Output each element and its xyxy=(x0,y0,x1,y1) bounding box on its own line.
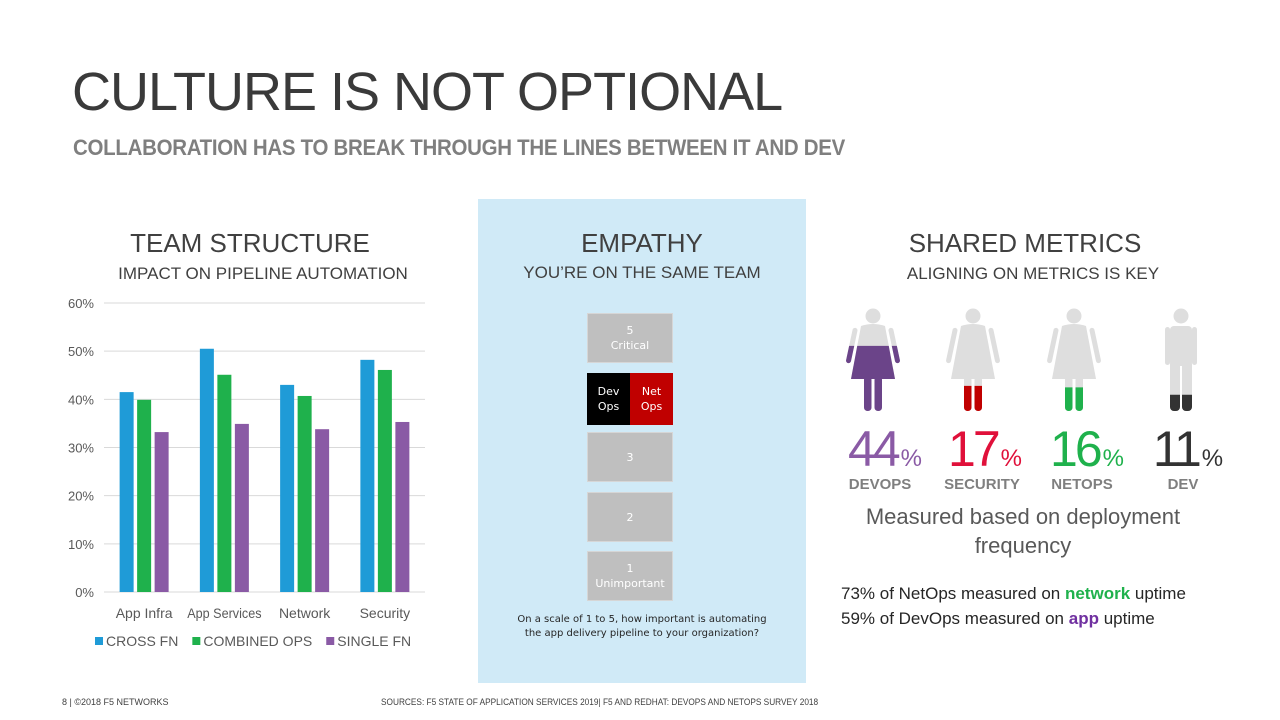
shared-metrics-subtitle: ALIGNING ON METRICS IS KEY xyxy=(906,264,1160,283)
metric-label-dev: DEV xyxy=(1167,476,1199,493)
percent-symbol: % xyxy=(1102,445,1124,472)
figure-fill-level xyxy=(1065,387,1083,411)
stat-devops: 59% of DevOps measured on app uptime xyxy=(841,609,1155,629)
bar-single-fn-app-infra xyxy=(154,432,169,592)
figure-fill-level xyxy=(846,345,900,411)
bar-cross-fn-network xyxy=(280,384,295,592)
stat-netops: 73% of NetOps measured on network uptime xyxy=(841,584,1186,604)
percent-symbol: % xyxy=(900,445,922,472)
stat-highlight: network xyxy=(1064,584,1131,603)
y-tick-label: 50% xyxy=(68,344,94,359)
scale-box-3: 3 xyxy=(587,432,673,482)
footer-sources: SOURCES: F5 STATE OF APPLICATION SERVICE… xyxy=(381,697,819,707)
devops-line2: Ops xyxy=(597,400,620,413)
survey-question: On a scale of 1 to 5, how important is a… xyxy=(517,614,767,639)
y-tick-label: 20% xyxy=(68,489,94,504)
netops-box: Net Ops xyxy=(630,373,673,425)
percent-devops: 44% xyxy=(838,424,932,474)
bar-combined-ops-app-infra xyxy=(137,399,152,592)
stat-suffix: uptime xyxy=(1130,584,1186,603)
metric-label-devops: DEVOPS xyxy=(848,476,912,493)
measured-note: Measured based on deployment frequency xyxy=(865,504,1181,558)
slide-subtitle: COLLABORATION HAS TO BREAK THROUGH THE L… xyxy=(73,135,846,160)
metric-label-netops: NETOPS xyxy=(1051,476,1113,493)
team-structure-title: TEAM STRUCTURE xyxy=(130,228,370,258)
x-tick-label: Network xyxy=(279,605,331,621)
x-tick-label: Security xyxy=(360,605,411,621)
team-box: Dev Ops Net Ops xyxy=(587,373,673,425)
shared-metrics-title: SHARED METRICS xyxy=(908,228,1142,258)
percent-value: 44 xyxy=(848,421,901,477)
y-tick-label: 0% xyxy=(75,585,94,600)
slide-title: CULTURE IS NOT OPTIONAL xyxy=(72,62,783,122)
percent-dev: 11% xyxy=(1140,424,1236,474)
bar-chart: 0% 10% 20% 30% 40% 50% 60% App Infra App Servic… xyxy=(68,296,425,649)
y-tick-label: 30% xyxy=(68,441,94,456)
scale-box-2: 2 xyxy=(587,492,673,542)
chart-bars xyxy=(119,348,410,592)
legend-swatch xyxy=(95,637,103,645)
stat-prefix: 59% of DevOps measured on xyxy=(841,609,1069,628)
chart-gridlines xyxy=(104,302,425,593)
x-tick-label: App Infra xyxy=(116,605,173,621)
percent-symbol: % xyxy=(1201,445,1224,472)
team-structure-subtitle: IMPACT ON PIPELINE AUTOMATION xyxy=(118,264,408,283)
legend-label: COMBINED OPS xyxy=(203,633,312,649)
male-icon xyxy=(1165,308,1197,411)
y-tick-label: 40% xyxy=(68,392,94,407)
metric-label-security: SECURITY xyxy=(944,476,1020,493)
stat-prefix: 73% of NetOps measured on xyxy=(841,584,1065,603)
bar-combined-ops-security xyxy=(377,369,392,592)
y-tick-label: 10% xyxy=(68,537,94,552)
chart-x-axis: App Infra App Services Network Security xyxy=(116,605,410,621)
scale-number: 2 xyxy=(626,510,634,524)
scale-label: Critical xyxy=(610,339,650,352)
bar-single-fn-security xyxy=(395,421,410,592)
bar-combined-ops-app-services xyxy=(217,374,232,592)
x-tick-label: App Services xyxy=(187,605,261,621)
scale-number: 1 xyxy=(626,562,634,575)
scale-number: 3 xyxy=(626,450,634,464)
female-icon xyxy=(1047,308,1101,411)
bar-cross-fn-security xyxy=(360,359,375,592)
chart-y-axis: 0% 10% 20% 30% 40% 50% 60% xyxy=(68,296,94,600)
percent-value: 17 xyxy=(948,421,1001,477)
female-icon xyxy=(946,308,1000,411)
y-tick-label: 60% xyxy=(68,296,94,311)
percent-value: 11 xyxy=(1152,421,1202,477)
percent-netops: 16% xyxy=(1039,424,1135,474)
female-icon xyxy=(846,308,900,411)
legend-label: CROSS FN xyxy=(106,633,178,649)
legend-swatch xyxy=(192,637,201,645)
netops-line2: Ops xyxy=(640,400,663,413)
bar-combined-ops-network xyxy=(297,395,312,592)
bar-single-fn-app-services xyxy=(234,423,249,592)
people-figures xyxy=(846,308,1197,411)
percent-symbol: % xyxy=(1000,445,1022,472)
scale-number: 5 xyxy=(626,324,634,337)
scale-box-1: 1 Unimportant xyxy=(587,551,673,601)
empathy-title: EMPATHY xyxy=(581,228,703,258)
bar-single-fn-network xyxy=(315,429,330,592)
bar-cross-fn-app-services xyxy=(199,348,214,592)
stat-suffix: uptime xyxy=(1098,609,1155,628)
legend-label: SINGLE FN xyxy=(337,633,411,649)
empathy-subtitle: YOU’RE ON THE SAME TEAM xyxy=(523,263,761,282)
chart-legend: CROSS FN COMBINED OPS SINGLE FN xyxy=(95,633,411,649)
legend-swatch xyxy=(326,637,335,645)
figure-fill-level xyxy=(1170,394,1192,411)
bar-cross-fn-app-infra xyxy=(119,392,134,592)
scale-box-5: 5 Critical xyxy=(587,313,673,363)
percent-security: 17% xyxy=(936,424,1034,474)
devops-box: Dev Ops xyxy=(587,373,630,425)
percent-value: 16 xyxy=(1050,421,1103,477)
stat-highlight: app xyxy=(1068,609,1099,628)
devops-line1: Dev xyxy=(597,385,620,398)
figure-fill-level xyxy=(964,385,982,411)
footer-page-copyright: 8 | ©2018 F5 NETWORKS xyxy=(62,697,169,707)
scale-label: Unimportant xyxy=(595,577,665,590)
netops-line1: Net xyxy=(641,385,662,398)
empathy-panel: EMPATHY YOU’RE ON THE SAME TEAM 5 Critic… xyxy=(478,199,806,683)
